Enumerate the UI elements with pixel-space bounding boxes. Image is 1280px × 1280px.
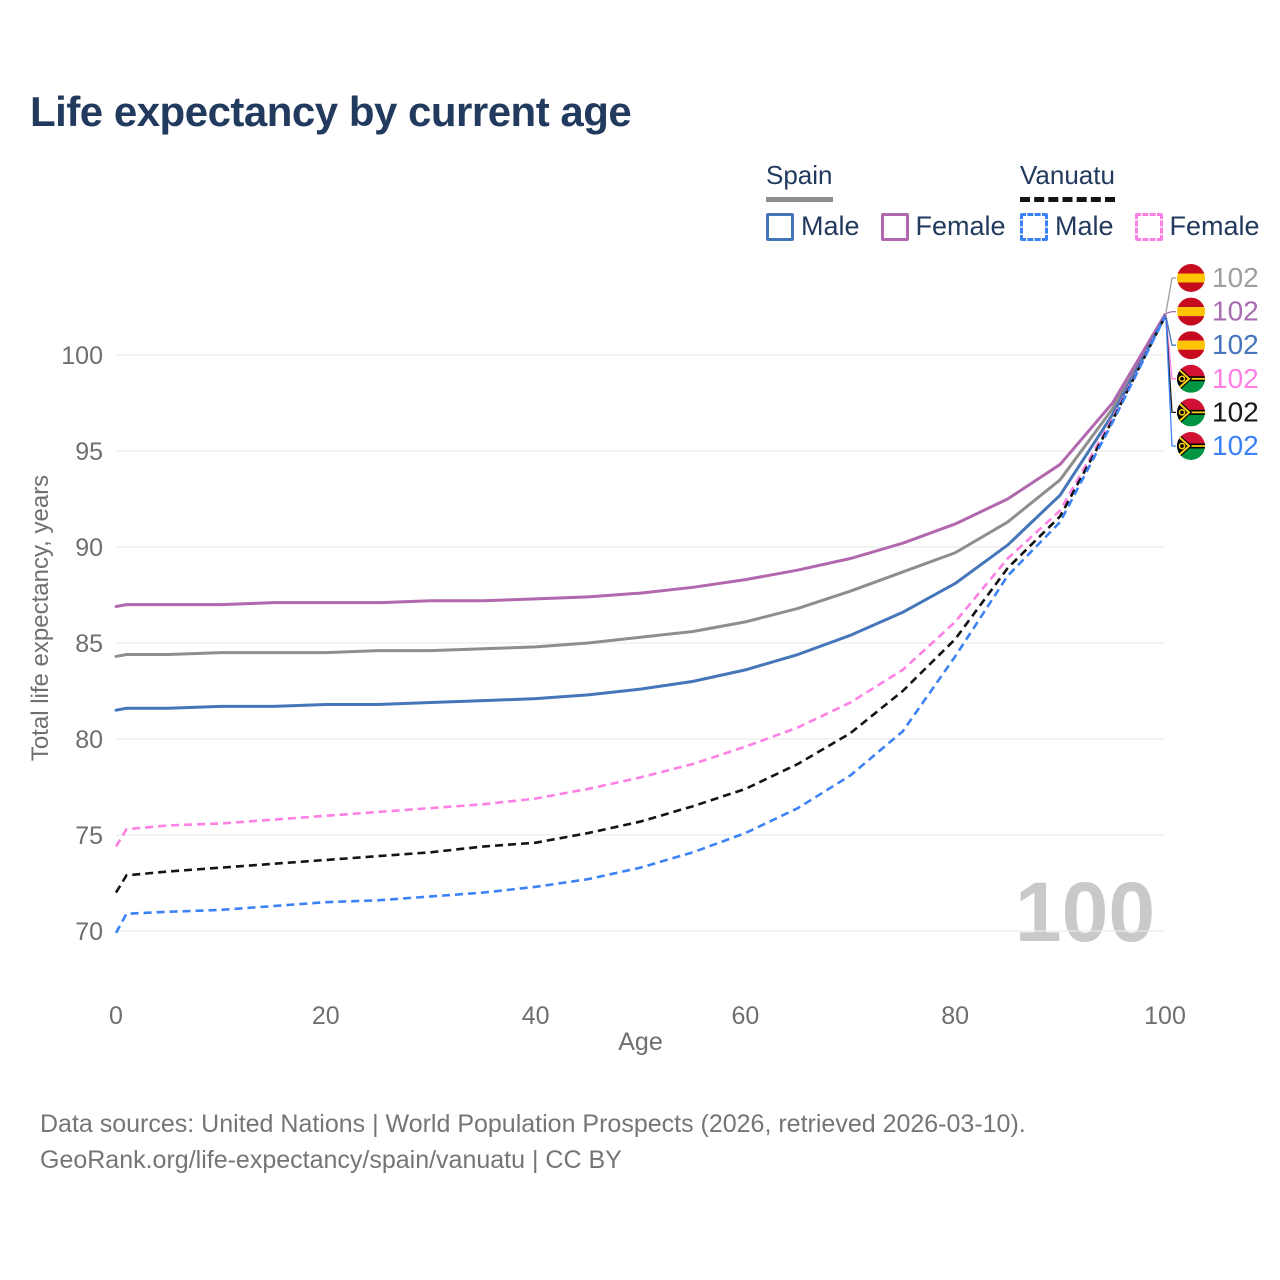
x-tick-60: 60 [731, 1002, 759, 1030]
vanuatu-flag-icon [1177, 432, 1205, 460]
gridlines: 70 75 80 85 90 95 100 [61, 342, 1165, 946]
attribution-text: GeoRank.org/life-expectancy/spain/vanuat… [40, 1146, 622, 1174]
legend-group-spain: Spain Male Female [766, 160, 1027, 242]
series-line-spain-total [114, 313, 1167, 658]
y-tick-90: 90 [75, 534, 103, 562]
vanuatu-male-swatch-icon [1020, 212, 1048, 241]
legend-group-spain-label: Spain [766, 160, 833, 190]
y-tick-75: 75 [75, 822, 103, 850]
legend-item-label: Male [1055, 211, 1114, 241]
spain-flag-icon [1177, 331, 1205, 360]
end-label-spain-total-end: 102 [1212, 262, 1259, 293]
y-axis-title: Total life expectancy, years [27, 475, 54, 761]
spain-flag-icon [1177, 264, 1205, 292]
legend-item-spain-female[interactable]: Female [880, 211, 1006, 242]
legend-item-vanuatu-male[interactable]: Male [1020, 211, 1114, 242]
legend-item-spain-male[interactable]: Male [766, 211, 860, 242]
legend-items-vanuatu: Male Female [1020, 211, 1280, 242]
series-line-vanuatu-male [114, 316, 1167, 934]
end-label-vanuatu-total-end: 102 [1212, 396, 1259, 427]
x-tick-0: 0 [109, 1002, 123, 1030]
vanuatu-flag-icon [1177, 364, 1205, 393]
connector-line-spain-total-end [1165, 277, 1176, 313]
legend-item-vanuatu-female[interactable]: Female [1134, 211, 1260, 242]
page-title: Life expectancy by current age [30, 88, 632, 135]
y-tick-100: 100 [61, 342, 103, 370]
y-tick-70: 70 [75, 918, 103, 946]
x-tick-100: 100 [1144, 1002, 1186, 1030]
end-label-spain-male-end: 102 [1212, 329, 1259, 360]
legend-item-label: Female [915, 211, 1006, 241]
y-tick-95: 95 [75, 438, 103, 466]
legend-items-spain: Male Female [766, 211, 1027, 242]
end-label-vanuatu-male-end: 102 [1212, 430, 1259, 461]
end-label-vanuatu-female-end: 102 [1212, 363, 1259, 394]
spain-female-swatch-icon [880, 212, 909, 241]
legend-group-spain-header: Spain [766, 160, 833, 202]
x-tick-80: 80 [941, 1002, 969, 1030]
chart-footer: Data sources: United Nations | World Pop… [40, 1106, 1026, 1178]
legend-item-label: Male [801, 211, 860, 241]
connector-line-vanuatu-male-end [1165, 318, 1176, 447]
x-axis-title: Age [618, 1028, 662, 1056]
spain-flag-icon [1177, 297, 1205, 326]
connector-line-spain-female-end [1165, 310, 1176, 314]
x-tick-20: 20 [312, 1002, 340, 1030]
legend-group-vanuatu-header: Vanuatu [1020, 160, 1115, 202]
legend-group-vanuatu-label: Vanuatu [1020, 160, 1115, 190]
legend-group-vanuatu: Vanuatu Male Female [1020, 160, 1280, 242]
vanuatu-female-swatch-icon [1134, 212, 1163, 241]
series-line-spain-female [114, 313, 1167, 609]
connector-line-spain-male-end [1165, 316, 1176, 346]
y-tick-85: 85 [75, 630, 103, 658]
y-tick-80: 80 [75, 726, 103, 754]
connector-line-vanuatu-female-end [1165, 316, 1176, 380]
series-line-spain-male [114, 315, 1167, 712]
vanuatu-flag-icon [1177, 398, 1205, 427]
watermark-100: 100 [1015, 865, 1155, 959]
series-line-vanuatu-total [114, 316, 1167, 894]
data-sources-text: Data sources: United Nations | World Pop… [40, 1110, 1026, 1138]
end-label-spain-female-end: 102 [1212, 296, 1259, 327]
spain-male-swatch-icon [766, 212, 794, 241]
legend-item-label: Female [1169, 211, 1260, 241]
x-tick-40: 40 [522, 1002, 550, 1030]
series-line-vanuatu-female [114, 316, 1167, 848]
